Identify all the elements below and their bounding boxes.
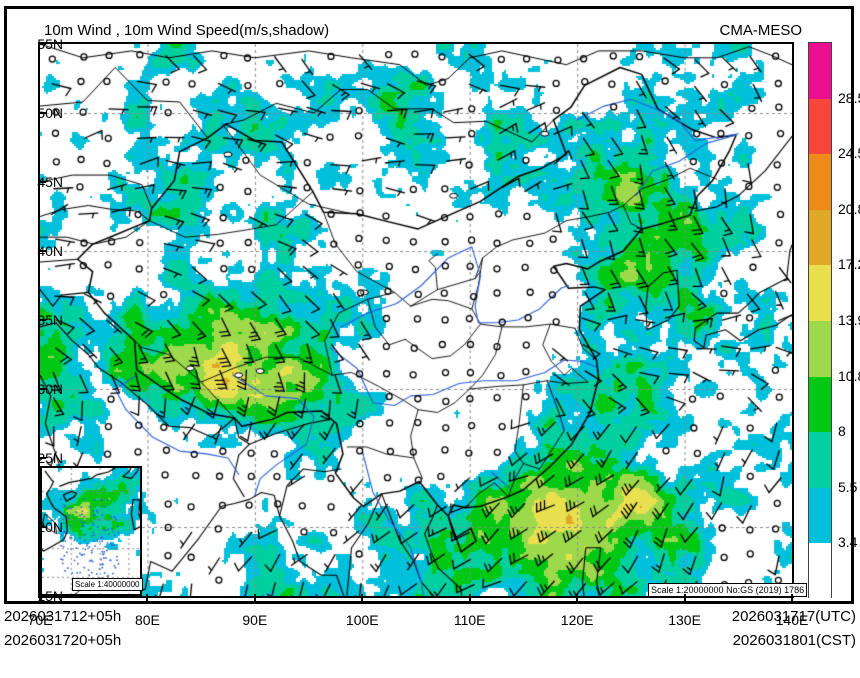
colorbar[interactable] — [808, 42, 832, 600]
lat-tick — [39, 457, 46, 459]
lat-tick-label-20N: 20N — [37, 519, 63, 535]
colorbar-tick-10.8: 10.8 — [838, 367, 860, 384]
lon-tick — [361, 594, 364, 601]
map-plot-area[interactable] — [38, 42, 794, 598]
lat-tick-label-35N: 35N — [37, 312, 63, 328]
lon-tick — [146, 594, 149, 601]
model-tag: CMA-MESO — [719, 22, 803, 39]
inset-map-canvas — [42, 468, 140, 594]
page-title: 10m Wind , 10m Wind Speed(m/s,shadow) — [44, 22, 330, 39]
colorbar-segment-red-24.5-28.5 — [809, 98, 831, 155]
colorbar-tick-3.4: 3.4 — [838, 534, 858, 551]
lat-tick — [39, 388, 46, 390]
lon-tick — [253, 594, 256, 601]
lon-tick — [791, 594, 793, 601]
colorbar-segment-green-8-10.8 — [809, 376, 831, 433]
lat-tick — [39, 250, 46, 252]
colorbar-segment-yellow-13.9-17.2 — [809, 265, 831, 322]
lon-tick-label-80E: 80E — [134, 612, 160, 628]
colorbar-segment-magenta-above-28.5 — [809, 43, 831, 100]
lon-tick-label-100E: 100E — [345, 612, 379, 628]
colorbar-tick-8: 8 — [838, 423, 846, 440]
colorbar-tick-5.5: 5.5 — [838, 478, 858, 495]
colorbar-segment-teal-5.5-8 — [809, 432, 831, 489]
lon-tick-label-70E: 70E — [27, 612, 53, 628]
lon-tick — [468, 594, 471, 601]
lat-tick-label-55N: 55N — [37, 36, 63, 52]
wind-speed-shading-canvas — [40, 44, 792, 596]
lat-tick-label-25N: 25N — [37, 450, 63, 466]
lat-tick-label-50N: 50N — [37, 105, 63, 121]
colorbar-segment-orange-20.8-24.5 — [809, 154, 831, 211]
colorbar-segment-yellow-green-10.8-13.9 — [809, 321, 831, 378]
footer-valid-time-cst: 2026031801(CST) — [732, 632, 856, 649]
colorbar-tick-24.5: 24.5 — [838, 145, 860, 162]
colorbar-segment-dark-yellow-17.2-20.8 — [809, 209, 831, 266]
lat-tick — [39, 319, 46, 321]
colorbar-tick-13.9: 13.9 — [838, 312, 860, 328]
lon-tick-label-140E: 140E — [775, 612, 809, 628]
colorbar-segment-white-below-3.4 — [809, 543, 831, 600]
colorbar-segment-cyan-3.4-5.5 — [809, 487, 831, 544]
lat-tick-label-45N: 45N — [37, 174, 63, 190]
lat-tick — [39, 181, 46, 183]
lat-tick — [39, 526, 46, 528]
lon-tick — [683, 594, 686, 601]
lat-tick-label-30N: 30N — [37, 381, 63, 397]
lon-tick-label-90E: 90E — [242, 612, 268, 628]
lon-tick — [576, 594, 579, 601]
lat-tick — [39, 43, 46, 45]
inset-scale-label: Scale 1:40000000 — [72, 578, 143, 591]
lon-tick-label-110E: 110E — [453, 612, 486, 628]
lat-tick-label-15N: 15N — [37, 588, 63, 604]
lat-tick — [39, 112, 46, 114]
footer-init-time-local: 2026031720+05h — [4, 632, 122, 649]
colorbar-tick-20.8: 20.8 — [838, 200, 860, 217]
lon-tick — [39, 594, 41, 601]
colorbar-tick-28.5: 28.5 — [838, 89, 860, 106]
footer-valid-time-utc: 2026031717(UTC) — [731, 608, 856, 625]
lon-tick-label-120E: 120E — [560, 612, 594, 628]
map-scale-label: Scale 1:20000000 No:GS (2019) 1786 — [648, 583, 808, 597]
colorbar-tick-17.2: 17.2 — [838, 256, 860, 273]
inset-map-south-china-sea[interactable] — [40, 466, 142, 596]
footer-init-time: 2026031712+05h — [4, 608, 122, 625]
lon-tick-label-130E: 130E — [668, 612, 701, 628]
lat-tick — [39, 595, 46, 597]
lat-tick-label-40N: 40N — [37, 243, 63, 259]
